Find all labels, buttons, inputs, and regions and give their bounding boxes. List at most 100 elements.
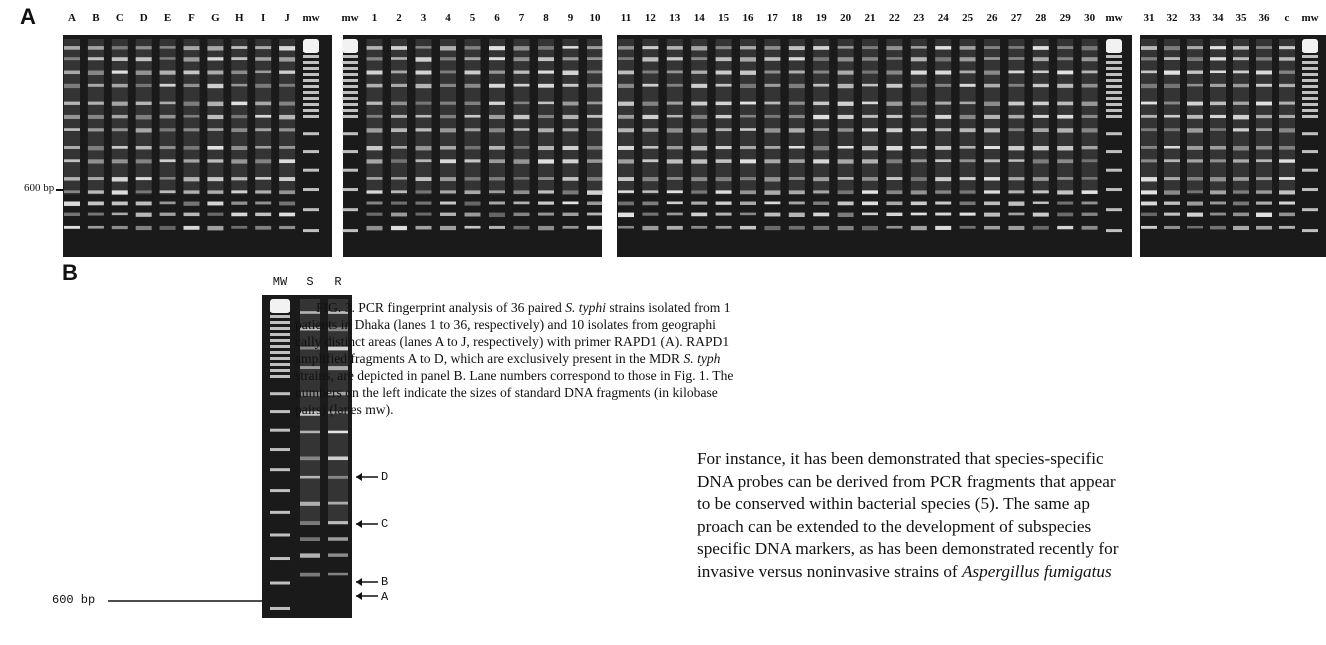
ladder-band xyxy=(342,79,358,82)
band xyxy=(416,71,432,75)
band xyxy=(207,226,223,230)
ladder-band xyxy=(1302,103,1318,106)
size-marker: 600 bp xyxy=(52,593,95,607)
band xyxy=(1256,102,1272,106)
band xyxy=(255,177,271,180)
band xyxy=(136,213,152,217)
band xyxy=(231,159,247,163)
arrowhead xyxy=(356,578,362,586)
ladder-band xyxy=(270,369,290,372)
band xyxy=(587,71,603,74)
band xyxy=(328,573,348,576)
band xyxy=(279,213,295,217)
band xyxy=(1233,46,1249,50)
text-line: numbers on the left indicate the sizes o… xyxy=(295,385,718,401)
band xyxy=(618,102,634,106)
band xyxy=(716,128,732,131)
band xyxy=(935,177,951,181)
band xyxy=(160,159,176,162)
band xyxy=(1164,102,1180,105)
band xyxy=(911,71,927,75)
band xyxy=(716,102,732,106)
band xyxy=(911,84,927,87)
band xyxy=(1233,57,1249,60)
band xyxy=(984,115,1000,119)
band xyxy=(300,521,320,525)
lane-label: F xyxy=(188,12,195,24)
band xyxy=(1233,84,1249,87)
band xyxy=(207,46,223,50)
band xyxy=(160,226,176,230)
band xyxy=(207,84,223,88)
band xyxy=(255,146,271,149)
lane-label: 32 xyxy=(1167,12,1178,24)
band xyxy=(1008,226,1024,230)
band xyxy=(587,202,603,206)
ladder-band xyxy=(270,429,290,432)
band xyxy=(642,46,658,49)
band xyxy=(1279,226,1295,229)
band xyxy=(440,115,456,118)
band xyxy=(489,146,505,150)
band xyxy=(587,146,603,150)
band xyxy=(1008,177,1024,180)
band xyxy=(1256,115,1272,118)
band xyxy=(740,57,756,61)
band xyxy=(112,146,128,149)
band xyxy=(960,57,976,61)
band xyxy=(1279,159,1295,162)
band xyxy=(740,177,756,180)
ladder-band xyxy=(1302,73,1318,76)
band xyxy=(300,476,320,479)
band xyxy=(1279,213,1295,217)
band xyxy=(935,46,951,49)
band xyxy=(1057,71,1073,75)
band xyxy=(960,190,976,193)
band xyxy=(279,146,295,149)
band xyxy=(1141,46,1157,50)
band xyxy=(1164,71,1180,75)
band xyxy=(160,102,176,105)
band xyxy=(367,146,383,150)
band xyxy=(1256,159,1272,162)
band xyxy=(538,57,554,61)
band xyxy=(1057,190,1073,194)
band xyxy=(667,46,683,50)
band xyxy=(1210,146,1226,150)
lane-label: 27 xyxy=(1011,12,1022,24)
band xyxy=(279,71,295,74)
band xyxy=(618,213,634,217)
band xyxy=(838,177,854,180)
lane-label: 31 xyxy=(1144,12,1155,24)
band xyxy=(1256,84,1272,87)
band xyxy=(642,128,658,132)
ladder-band xyxy=(1106,67,1122,70)
band xyxy=(1210,128,1226,131)
ladder-band xyxy=(342,73,358,76)
text-run: invasive versus noninvasive strains of xyxy=(697,562,962,581)
band xyxy=(789,71,805,74)
band xyxy=(764,46,780,50)
band xyxy=(279,115,295,119)
band xyxy=(984,71,1000,75)
band xyxy=(300,573,320,577)
ladder-band xyxy=(1302,97,1318,100)
band xyxy=(88,190,104,193)
lane-label: c xyxy=(1285,12,1290,24)
band xyxy=(691,115,707,119)
lane-label: A xyxy=(68,12,76,24)
band xyxy=(813,84,829,87)
band xyxy=(391,226,407,230)
band xyxy=(935,71,951,75)
band xyxy=(1033,190,1049,193)
band xyxy=(514,177,530,180)
band xyxy=(886,226,902,229)
band xyxy=(1279,57,1295,60)
band xyxy=(489,84,505,88)
band xyxy=(960,71,976,74)
text-line: DNA probes can be derived from PCR fragm… xyxy=(697,472,1116,492)
ladder-band xyxy=(270,448,290,451)
band xyxy=(862,226,878,230)
lane-label: I xyxy=(261,12,265,24)
band xyxy=(64,84,80,88)
